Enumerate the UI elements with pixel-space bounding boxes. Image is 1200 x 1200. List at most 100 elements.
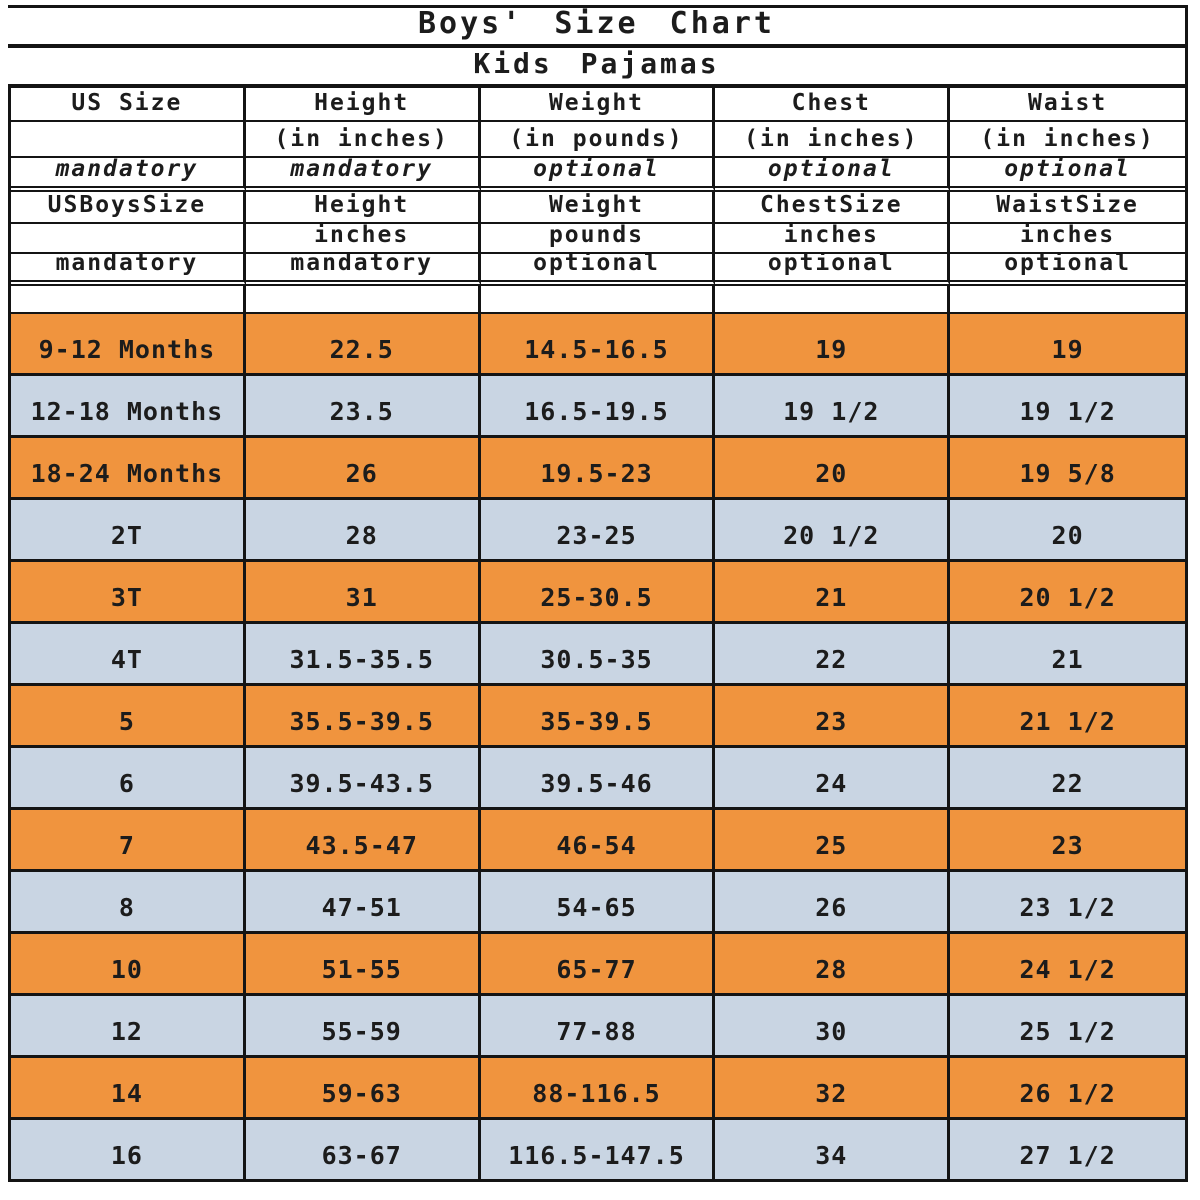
header-cell: optional — [480, 158, 716, 192]
table-cell-chest: 32 — [715, 1058, 951, 1120]
header-cell-text: Weight — [548, 90, 645, 116]
header-cell-text: mandatory — [290, 158, 433, 182]
table-cell-waist-text: 22 — [1051, 769, 1084, 798]
table-cell-waist-text: 20 — [1051, 521, 1084, 550]
table-cell-waist: 26 1/2 — [950, 1058, 1185, 1120]
table-cell-waist-text: 23 1/2 — [1019, 893, 1116, 922]
header-cell: inches — [715, 224, 951, 254]
header-cell: mandatory — [11, 254, 246, 286]
spacer-cell — [245, 286, 481, 314]
table-cell-chest-text: 19 — [815, 335, 848, 364]
table-cell-chest: 23 — [715, 686, 951, 748]
table-cell-chest: 24 — [715, 748, 951, 810]
header-cell: Weight — [480, 192, 716, 224]
table-cell-height: 63-67 — [245, 1120, 481, 1182]
table-cell-height-text: 55-59 — [321, 1017, 402, 1046]
header-cell: mandatory — [11, 158, 246, 192]
header-cell-text: (in pounds) — [509, 126, 684, 152]
header-cell: US Size — [11, 88, 246, 122]
table-cell-weight-text: 35-39.5 — [540, 707, 653, 736]
table-cell-weight-text: 23-25 — [556, 521, 637, 550]
table-cell-weight-text: 30.5-35 — [540, 645, 653, 674]
table-cell-waist-text: 26 1/2 — [1019, 1079, 1116, 1108]
table-cell-weight: 16.5-19.5 — [480, 376, 716, 438]
table-cell-waist-text: 19 5/8 — [1019, 459, 1116, 488]
header-cell: Height — [245, 88, 481, 122]
header-cell-text: Chest — [791, 90, 871, 116]
header-cell: optional — [950, 158, 1185, 192]
table-cell-us_size-text: 7 — [118, 831, 135, 860]
table-cell-waist: 20 1/2 — [950, 562, 1185, 624]
table-cell-chest: 20 1/2 — [715, 500, 951, 562]
table-cell-weight-text: 14.5-16.5 — [524, 335, 669, 364]
header-cell: inches — [245, 224, 481, 254]
table-cell-height-text: 23.5 — [329, 397, 394, 426]
header-cell-text: optional — [767, 158, 895, 182]
table-cell-us_size: 2T — [11, 500, 246, 562]
table-cell-us_size: 7 — [11, 810, 246, 872]
table-cell-us_size: 12 — [11, 996, 246, 1058]
header-cell-text: optional — [533, 158, 660, 182]
table-cell-chest-text: 25 — [815, 831, 848, 860]
table-cell-us_size: 8 — [11, 872, 246, 934]
table-cell-chest: 19 1/2 — [715, 376, 951, 438]
header-cell-text: mandatory — [55, 158, 199, 182]
header-cell-text: Waist — [1027, 90, 1108, 116]
table-cell-height: 39.5-43.5 — [245, 748, 481, 810]
table-cell-us_size: 3T — [11, 562, 246, 624]
table-cell-height: 59-63 — [245, 1058, 481, 1120]
table-cell-weight-text: 88-116.5 — [532, 1079, 661, 1108]
table-cell-height-text: 47-51 — [321, 893, 402, 922]
header-cell-text: (in inches) — [744, 126, 919, 152]
table-cell-height: 28 — [245, 500, 481, 562]
header-cell: (in inches) — [715, 122, 951, 158]
table-cell-us_size-text: 9-12 Months — [38, 335, 216, 364]
table-cell-waist-text: 19 — [1051, 335, 1084, 364]
table-cell-weight: 23-25 — [480, 500, 716, 562]
table-cell-chest: 19 — [715, 314, 951, 376]
table-cell-height-text: 39.5-43.5 — [289, 769, 434, 798]
table-cell-chest: 26 — [715, 872, 951, 934]
table-cell-us_size: 6 — [11, 748, 246, 810]
table-cell-chest: 30 — [715, 996, 951, 1058]
header-cell-text: optional — [767, 254, 895, 276]
table-cell-waist-text: 21 — [1051, 645, 1084, 674]
table-cell-height-text: 35.5-39.5 — [289, 707, 434, 736]
table-cell-weight: 65-77 — [480, 934, 716, 996]
size-chart-table: Boys' Size Chart Kids Pajamas US Size Hei… — [8, 5, 1188, 1182]
table-cell-chest: 20 — [715, 438, 951, 500]
table-cell-weight: 39.5-46 — [480, 748, 716, 810]
table-cell-us_size-text: 4T — [110, 645, 143, 674]
header-cell — [11, 224, 246, 254]
table-cell-weight-text: 77-88 — [556, 1017, 637, 1046]
table-cell-us_size-text: 3T — [110, 583, 143, 612]
header-cell-text: (in inches) — [980, 126, 1155, 152]
table-cell-us_size: 4T — [11, 624, 246, 686]
chart-subtitle-text: Kids Pajamas — [473, 47, 720, 80]
table-cell-height-text: 31 — [345, 583, 378, 612]
header-cell-text: WaistSize — [996, 192, 1139, 218]
table-cell-weight-text: 116.5-147.5 — [508, 1141, 685, 1170]
table-cell-height-text: 22.5 — [329, 335, 394, 364]
header-cell-text: mandatory — [290, 254, 433, 276]
table-cell-us_size-text: 8 — [118, 893, 135, 922]
table-cell-weight-text: 65-77 — [556, 955, 637, 984]
table-cell-height: 47-51 — [245, 872, 481, 934]
spacer-cell — [950, 286, 1185, 314]
table-cell-waist: 23 — [950, 810, 1185, 872]
header-cell-text: inches — [314, 224, 410, 248]
table-cell-weight-text: 16.5-19.5 — [524, 397, 669, 426]
table-cell-weight-text: 46-54 — [556, 831, 637, 860]
header-cell: mandatory — [245, 254, 481, 286]
table-cell-weight-text: 54-65 — [556, 893, 637, 922]
table-cell-weight-text: 25-30.5 — [540, 583, 653, 612]
table-cell-us_size-text: 10 — [110, 955, 143, 984]
table-cell-us_size-text: 12 — [110, 1017, 143, 1046]
header-cell: WaistSize — [950, 192, 1185, 224]
header-cell-text: ChestSize — [759, 192, 903, 218]
table-cell-weight: 46-54 — [480, 810, 716, 872]
table-cell-chest: 21 — [715, 562, 951, 624]
header-cell-text: USBoysSize — [47, 192, 207, 218]
table-cell-chest-text: 23 — [815, 707, 848, 736]
table-cell-us_size: 9-12 Months — [11, 314, 246, 376]
